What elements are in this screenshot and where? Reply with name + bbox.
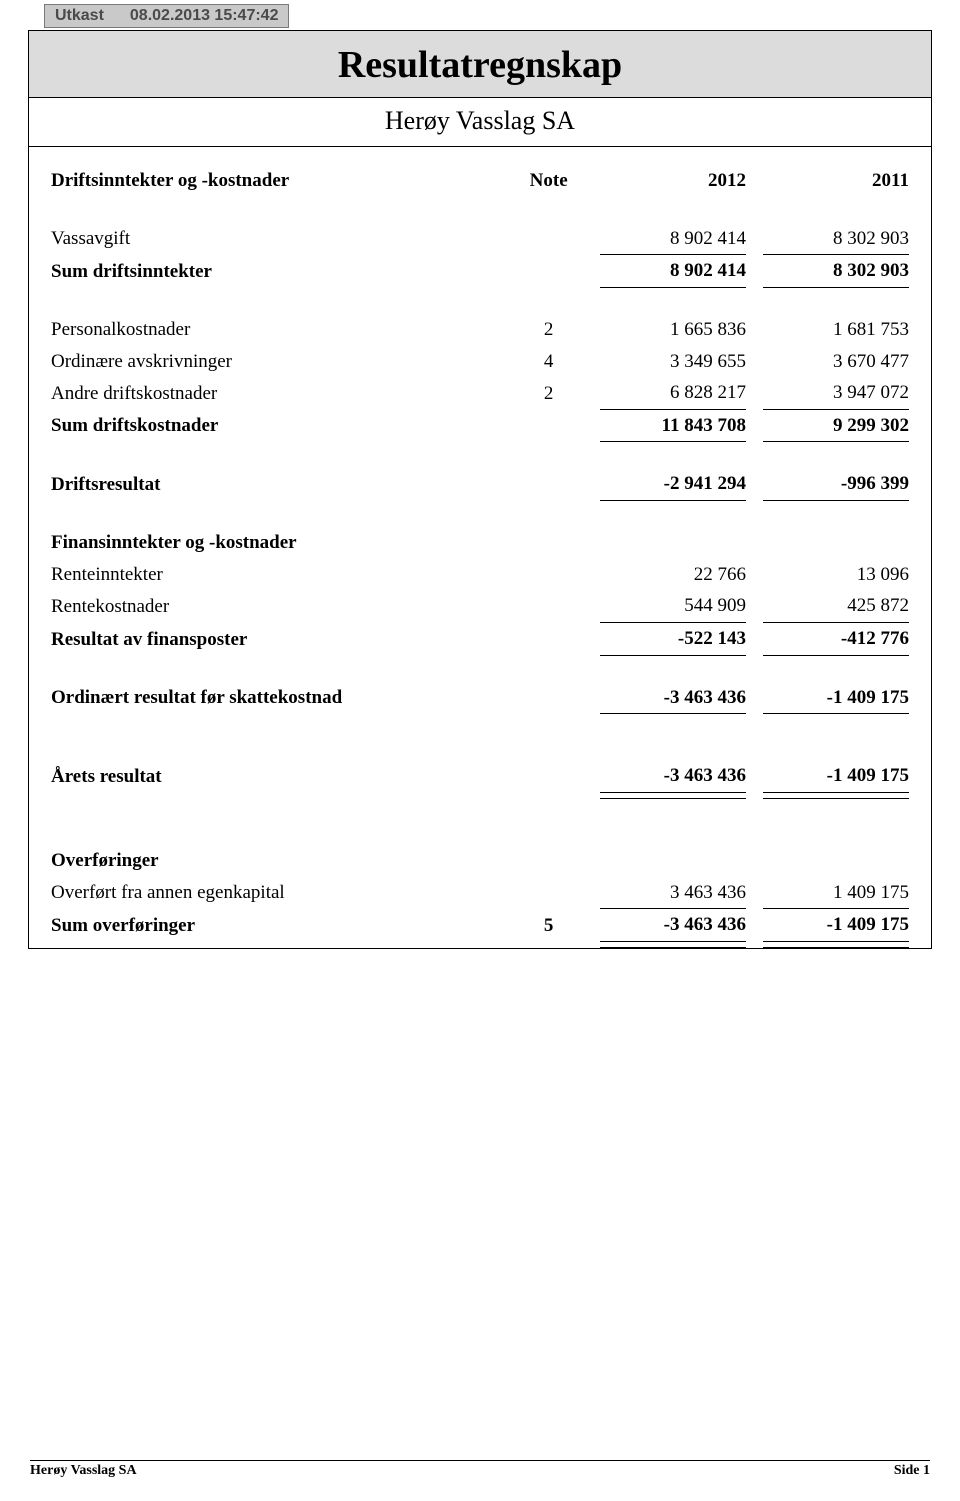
row-label: Renteinntekter (51, 559, 514, 591)
row-note: 4 (514, 346, 583, 378)
report-body: Driftsinntekter og -kostnader Note 2012 … (29, 147, 931, 948)
row-value: 544 909 (600, 590, 746, 622)
footer-company: Herøy Vasslag SA (30, 1463, 137, 1479)
table-row: Overført fra annen egenkapital 3 463 436… (51, 877, 909, 909)
header-year-2: 2011 (763, 165, 909, 197)
report-frame: Resultatregnskap Herøy Vasslag SA Drifts… (28, 30, 932, 949)
section-header-row: Overføringer (51, 845, 909, 877)
row-value: 3 349 655 (600, 346, 746, 378)
table-header-row: Driftsinntekter og -kostnader Note 2012 … (51, 165, 909, 197)
double-rule (51, 941, 909, 947)
row-note: 5 (514, 909, 583, 942)
subtitle-bar: Herøy Vasslag SA (29, 98, 931, 147)
table-row: Sum overføringer 5 -3 463 436 -1 409 175 (51, 909, 909, 942)
row-label: Sum driftskostnader (51, 409, 514, 442)
table-row: Sum driftsinntekter 8 902 414 8 302 903 (51, 255, 909, 288)
row-value: -3 463 436 (600, 760, 746, 792)
report-title: Resultatregnskap (338, 44, 622, 86)
row-label: Rentekostnader (51, 590, 514, 622)
row-value: 6 828 217 (600, 377, 746, 409)
row-value: 1 409 175 (763, 877, 909, 909)
row-label: Sum overføringer (51, 909, 514, 942)
page-footer: Herøy Vasslag SA Side 1 (30, 1460, 930, 1479)
row-value: 8 302 903 (763, 255, 909, 288)
table-row: Renteinntekter 22 766 13 096 (51, 559, 909, 591)
row-value: -1 409 175 (763, 760, 909, 792)
table-row: Resultat av finansposter -522 143 -412 7… (51, 623, 909, 656)
row-note: 2 (514, 314, 583, 346)
table-row: Andre driftskostnader 2 6 828 217 3 947 … (51, 377, 909, 409)
draft-badge: Utkast 08.02.2013 15:47:42 (44, 4, 289, 28)
income-statement-table: Driftsinntekter og -kostnader Note 2012 … (51, 165, 909, 948)
row-value: 9 299 302 (763, 409, 909, 442)
section-label: Overføringer (51, 845, 514, 877)
row-value: 11 843 708 (600, 409, 746, 442)
row-label: Vassavgift (51, 223, 514, 255)
section-header-row: Finansinntekter og -kostnader (51, 527, 909, 559)
row-value: -3 463 436 (600, 909, 746, 942)
row-value: -3 463 436 (600, 682, 746, 714)
table-row: Vassavgift 8 902 414 8 302 903 (51, 223, 909, 255)
footer-page: Side 1 (894, 1463, 930, 1479)
row-value: 425 872 (763, 590, 909, 622)
table-row: Personalkostnader 2 1 665 836 1 681 753 (51, 314, 909, 346)
row-value: 1 681 753 (763, 314, 909, 346)
row-value: -1 409 175 (763, 682, 909, 714)
row-label: Personalkostnader (51, 314, 514, 346)
row-value: -412 776 (763, 623, 909, 656)
row-label: Andre driftskostnader (51, 377, 514, 409)
row-value: -522 143 (600, 623, 746, 656)
section-label: Finansinntekter og -kostnader (51, 527, 514, 559)
draft-timestamp: 08.02.2013 15:47:42 (130, 7, 279, 25)
row-value: 8 902 414 (600, 255, 746, 288)
row-value: 22 766 (600, 559, 746, 591)
row-label: Ordinære avskrivninger (51, 346, 514, 378)
header-label: Driftsinntekter og -kostnader (51, 165, 514, 197)
table-row: Driftsresultat -2 941 294 -996 399 (51, 468, 909, 500)
row-label: Overført fra annen egenkapital (51, 877, 514, 909)
row-value: -1 409 175 (763, 909, 909, 942)
row-value: 8 302 903 (763, 223, 909, 255)
page: Utkast 08.02.2013 15:47:42 Resultatregns… (0, 0, 960, 1501)
row-value: 8 902 414 (600, 223, 746, 255)
table-row: Ordinære avskrivninger 4 3 349 655 3 670… (51, 346, 909, 378)
row-label: Resultat av finansposter (51, 623, 514, 656)
row-value: 3 947 072 (763, 377, 909, 409)
draft-label: Utkast (55, 7, 104, 25)
row-label: Sum driftsinntekter (51, 255, 514, 288)
title-bar: Resultatregnskap (29, 31, 931, 98)
row-note: 2 (514, 377, 583, 409)
row-label: Årets resultat (51, 760, 514, 792)
row-value: 3 463 436 (600, 877, 746, 909)
company-name: Herøy Vasslag SA (385, 106, 575, 135)
table-row: Årets resultat -3 463 436 -1 409 175 (51, 760, 909, 792)
table-row: Rentekostnader 544 909 425 872 (51, 590, 909, 622)
row-label: Driftsresultat (51, 468, 514, 500)
row-value: 13 096 (763, 559, 909, 591)
table-row: Ordinært resultat før skattekostnad -3 4… (51, 682, 909, 714)
row-value: -2 941 294 (600, 468, 746, 500)
header-note: Note (514, 165, 583, 197)
row-value: 1 665 836 (600, 314, 746, 346)
row-value: 3 670 477 (763, 346, 909, 378)
table-row: Sum driftskostnader 11 843 708 9 299 302 (51, 409, 909, 442)
row-value: -996 399 (763, 468, 909, 500)
row-label: Ordinært resultat før skattekostnad (51, 682, 514, 714)
header-year-1: 2012 (600, 165, 746, 197)
